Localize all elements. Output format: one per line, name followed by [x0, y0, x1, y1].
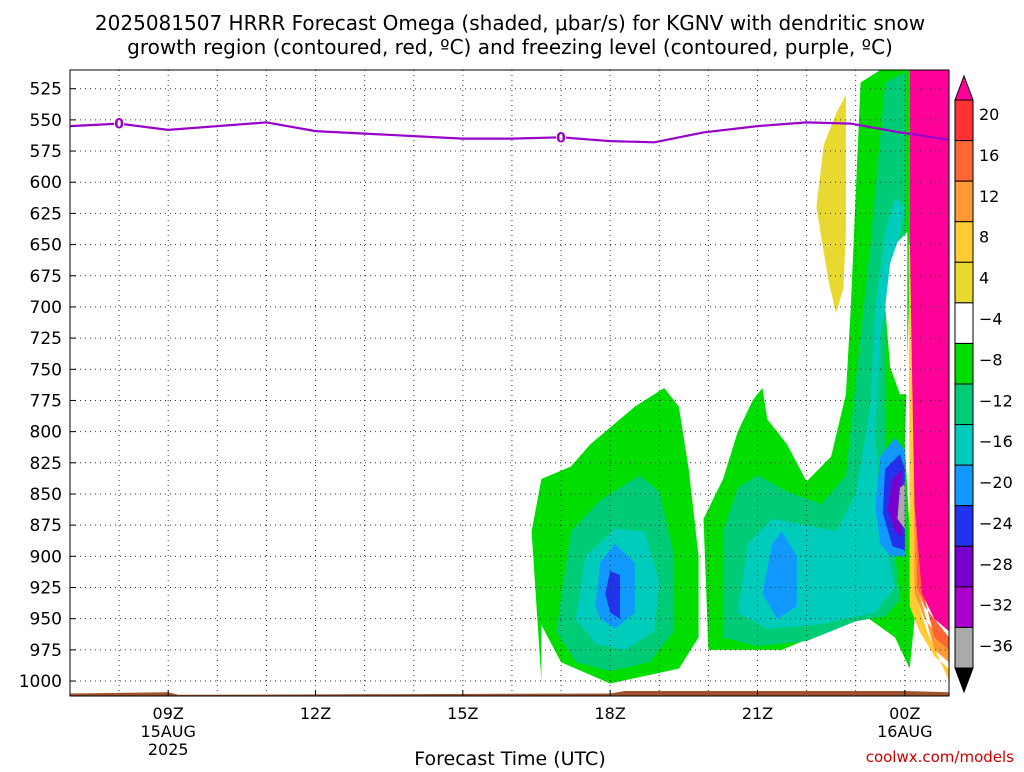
- omega-region-8: [762, 531, 797, 619]
- contour-label: 0: [114, 117, 124, 133]
- colorbar-label: 4: [979, 269, 989, 288]
- colorbar-box: [954, 140, 974, 182]
- y-tick-label: 775: [30, 391, 62, 411]
- colorbar-label: 12: [979, 187, 999, 206]
- y-tick-label: 725: [30, 329, 62, 349]
- colorbar-label: −20: [979, 473, 1013, 492]
- y-tick-label: 700: [30, 298, 62, 318]
- y-tick-label: 900: [30, 547, 62, 567]
- y-tick-label: 650: [30, 236, 62, 256]
- surface-fill: [70, 691, 949, 696]
- y-tick-label: 800: [30, 423, 62, 443]
- x-axis-label: Forecast Time (UTC): [414, 748, 605, 768]
- x-tick-label: 12Z: [300, 704, 331, 723]
- colorbar-box: [954, 545, 974, 588]
- y-tick-label: 525: [30, 80, 62, 100]
- chart-title-line1: 2025081507 HRRR Forecast Omega (shaded, …: [95, 11, 925, 35]
- colorbar-label: −28: [979, 555, 1013, 574]
- colorbar-box: [954, 626, 974, 669]
- colorbar-box: [954, 505, 974, 547]
- colorbar-box: [954, 99, 974, 142]
- y-tick-label: 875: [30, 516, 62, 536]
- colorbar-cap-bottom: [954, 667, 974, 694]
- omega-region-7: [737, 197, 905, 629]
- y-tick-label: 850: [30, 485, 62, 505]
- y-tick-label: 750: [30, 360, 62, 380]
- omega-region-12: [897, 484, 905, 529]
- colorbar: 20 16 12 8 4 −4 −8 −12 −16 −20 −24 −28 −32 −36: [954, 74, 1013, 694]
- y-tick-label: 675: [30, 267, 62, 287]
- colorbar-label: −8: [979, 350, 1003, 369]
- x-tick-label: 18Z: [595, 704, 626, 723]
- colorbar-label: −32: [979, 596, 1013, 615]
- y-tick-label: 1000: [19, 672, 62, 692]
- colorbar-box: [954, 464, 974, 507]
- credit-text: coolwx.com/models: [866, 748, 1014, 766]
- colorbar-box: [954, 342, 974, 385]
- contour-label-bg: [114, 116, 125, 131]
- surface-ground: [70, 691, 949, 696]
- x-tick-label: 09Z: [153, 704, 184, 723]
- colorbar-label: 16: [979, 146, 999, 165]
- omega-region-13: [885, 232, 908, 395]
- colorbar-box: [954, 180, 974, 223]
- colorbar-label: −16: [979, 432, 1013, 451]
- colorbar-box: [954, 221, 974, 263]
- chart-title-line2: growth region (contoured, red, ºC) and f…: [127, 35, 893, 59]
- x-tick-label: 00Z: [889, 704, 920, 723]
- plot-area: 00: [69, 69, 950, 697]
- y-tick-label: 825: [30, 454, 62, 474]
- colorbar-label: 8: [979, 228, 989, 247]
- y-tick-label: 925: [30, 579, 62, 599]
- x-tick-label-date: 15AUG: [141, 722, 196, 741]
- colorbar-box: [954, 383, 974, 426]
- colorbar-label: 20: [979, 105, 999, 124]
- omega-region-18: [909, 70, 949, 632]
- contour-label: 0: [556, 130, 566, 146]
- y-tick-label: 575: [30, 142, 62, 162]
- y-tick-label: 950: [30, 610, 62, 630]
- colorbar-box: [954, 302, 974, 344]
- y-axis: 525 550 575 600 625 650 675 700 725 750 775 800 825 8…: [19, 80, 76, 692]
- x-tick-label-date: 16AUG: [877, 722, 932, 741]
- x-tick-label: 15Z: [447, 704, 478, 723]
- colorbar-box: [954, 586, 974, 628]
- colorbar-box: [954, 424, 974, 466]
- y-tick-label: 975: [30, 641, 62, 661]
- y-tick-label: 550: [30, 111, 62, 131]
- omega-region-4: [605, 571, 620, 619]
- y-tick-label: 600: [30, 173, 62, 193]
- colorbar-label: −4: [979, 310, 1003, 329]
- colorbar-label: −36: [979, 637, 1013, 656]
- freezing-level-contour: 00: [69, 116, 950, 146]
- contour-label-bg: [556, 130, 567, 145]
- colorbar-cap-top: [954, 74, 974, 101]
- y-tick-label: 625: [30, 204, 62, 224]
- colorbar-label: −12: [979, 391, 1013, 410]
- colorbar-box: [954, 261, 974, 304]
- omega-region-14: [816, 94, 846, 314]
- omega-shading: [531, 70, 949, 684]
- plot-frame: [69, 69, 950, 697]
- x-tick-label-year: 2025: [148, 740, 189, 759]
- x-tick-label: 21Z: [742, 704, 773, 723]
- colorbar-label: −24: [979, 514, 1013, 533]
